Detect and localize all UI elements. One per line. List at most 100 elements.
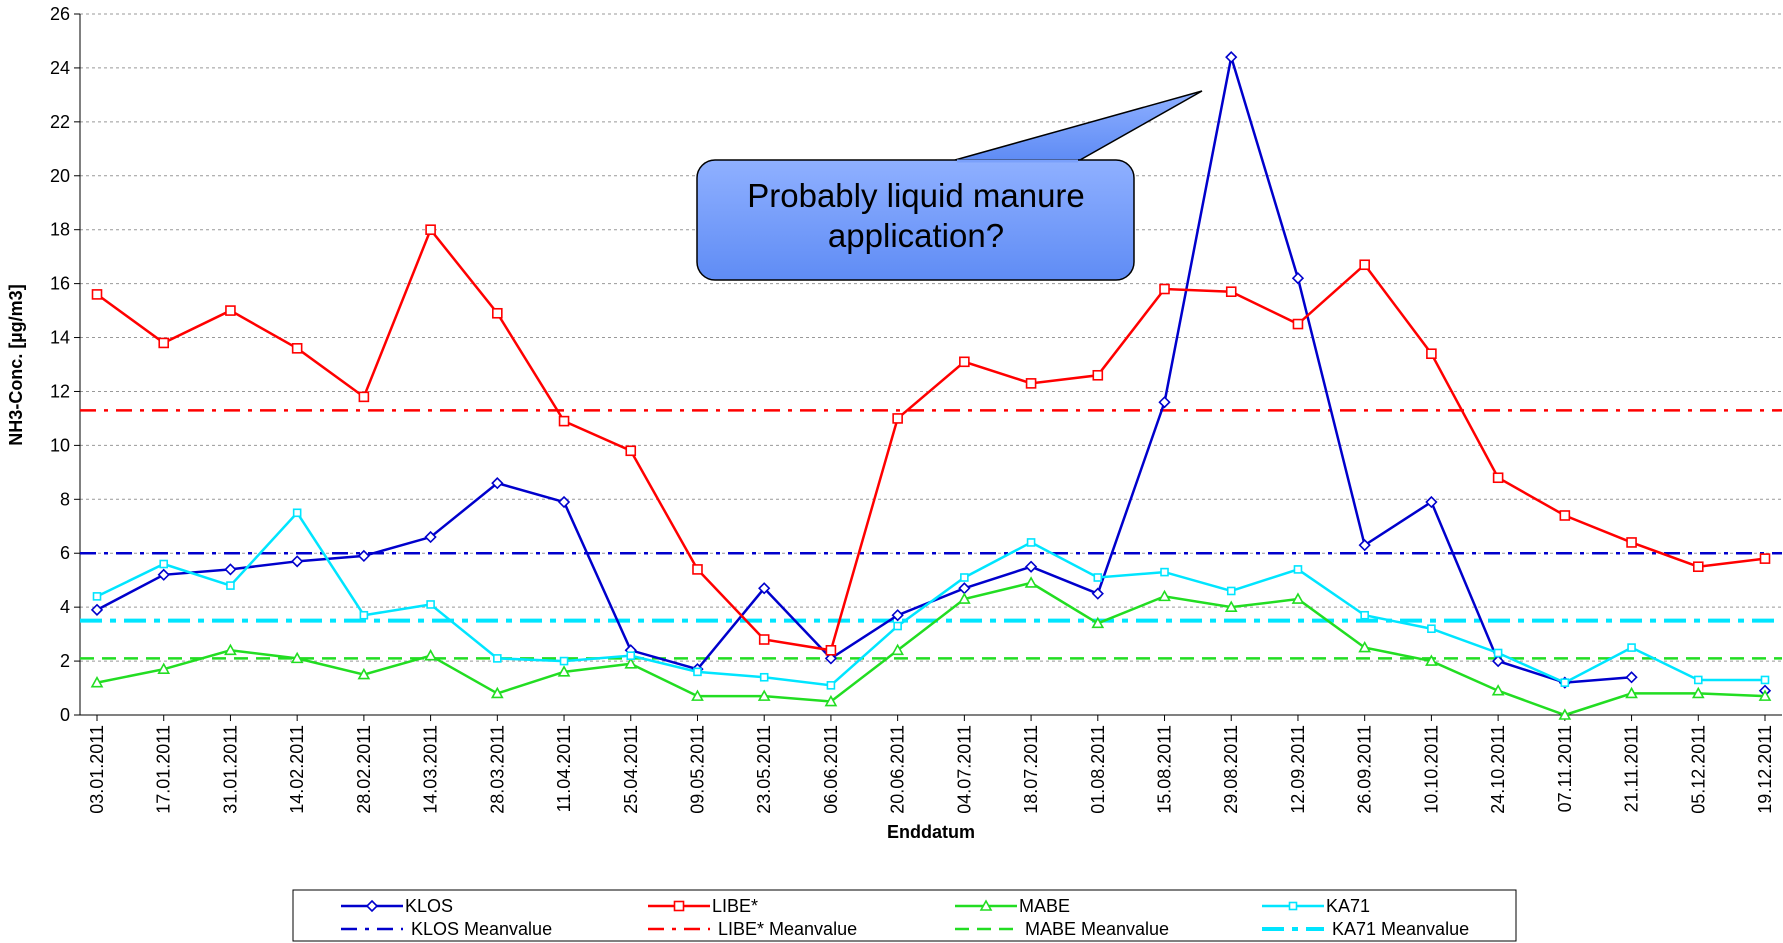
marker: [1758, 689, 1772, 701]
y-axis-title: NH3-Conc. [µg/m3]: [6, 284, 26, 445]
x-tick-label: 07.11.2011: [1555, 725, 1575, 812]
legend-label: KA71 Meanvalue: [1332, 919, 1469, 939]
marker: [490, 686, 504, 699]
x-tick-label: 11.04.2011: [554, 725, 574, 812]
x-tick-label: 19.12.2011: [1755, 725, 1775, 814]
marker: [626, 651, 636, 660]
marker: [892, 413, 903, 424]
marker: [226, 581, 235, 590]
x-tick-label: 10.10.2011: [1421, 725, 1441, 814]
marker: [357, 667, 371, 680]
y-tick-label: 22: [50, 112, 70, 132]
marker: [758, 582, 771, 595]
marker: [825, 644, 837, 656]
marker: [91, 289, 103, 300]
marker: [824, 694, 838, 707]
marker: [1091, 616, 1105, 629]
y-tick-label: 24: [50, 58, 70, 78]
x-tick-label: 23.05.2011: [754, 725, 774, 814]
legend-label: LIBE* Meanvalue: [718, 919, 857, 939]
marker: [492, 307, 503, 319]
marker: [1427, 624, 1436, 634]
marker: [1492, 472, 1504, 484]
marker: [1693, 675, 1703, 685]
x-tick-label: 06.06.2011: [821, 725, 841, 814]
legend-label: KA71: [1326, 896, 1370, 916]
marker: [692, 564, 703, 575]
y-tick-label: 8: [60, 489, 70, 509]
marker: [292, 508, 302, 518]
x-tick-label: 14.02.2011: [287, 725, 307, 814]
marker: [759, 672, 769, 682]
marker: [826, 681, 836, 690]
marker: [1625, 671, 1638, 684]
marker: [1224, 600, 1238, 612]
marker: [673, 900, 685, 912]
marker: [1158, 396, 1171, 409]
y-tick-label: 12: [50, 381, 70, 401]
marker: [1426, 348, 1437, 360]
callout: [954, 90, 1203, 161]
y-tick-label: 2: [60, 651, 70, 671]
marker: [1358, 640, 1372, 653]
marker: [891, 643, 904, 656]
marker: [1293, 565, 1303, 574]
marker: [159, 559, 169, 569]
x-tick-label: 09.05.2011: [687, 725, 707, 814]
marker: [1360, 610, 1369, 620]
marker: [1493, 648, 1503, 658]
marker: [1092, 369, 1104, 381]
series-line: [96, 581, 1766, 717]
x-tick-label: 31.01.2011: [220, 725, 240, 814]
x-tick-label: 29.08.2011: [1221, 725, 1241, 814]
y-tick-label: 20: [50, 166, 70, 186]
marker: [425, 224, 436, 235]
marker: [893, 621, 902, 631]
marker: [1025, 378, 1037, 389]
marker: [90, 675, 104, 688]
y-tick-label: 18: [50, 220, 70, 240]
marker: [960, 573, 969, 582]
y-tick-label: 0: [60, 705, 70, 725]
x-tick-label: 17.01.2011: [154, 725, 174, 814]
marker: [359, 610, 369, 620]
marker: [424, 530, 437, 544]
x-tick-label: 25.04.2011: [621, 725, 641, 814]
marker: [358, 391, 370, 403]
x-tick-label: 01.08.2011: [1088, 725, 1108, 814]
marker: [891, 609, 904, 622]
x-tick-label: 05.12.2011: [1688, 725, 1708, 814]
x-tick-label: 20.06.2011: [888, 725, 908, 814]
y-tick-label: 4: [60, 597, 70, 617]
marker: [1091, 587, 1104, 600]
series-line: [96, 510, 1765, 687]
y-tick-label: 10: [50, 435, 70, 455]
x-tick-label: 14.03.2011: [421, 725, 441, 814]
marker: [1291, 592, 1305, 604]
marker: [558, 415, 570, 427]
x-tick-label: 04.07.2011: [954, 725, 974, 814]
x-axis-title: Enddatum: [887, 822, 975, 842]
marker: [1691, 686, 1705, 699]
marker: [1024, 560, 1038, 573]
marker: [958, 592, 971, 604]
marker: [757, 689, 771, 701]
y-tick-label: 26: [50, 4, 70, 24]
marker: [691, 689, 704, 701]
marker: [290, 651, 304, 664]
marker: [291, 555, 304, 568]
x-tick-label: 15.08.2011: [1155, 725, 1175, 814]
marker: [625, 445, 637, 457]
legend-label: KLOS Meanvalue: [411, 919, 552, 939]
x-tick-label: 28.03.2011: [487, 725, 507, 814]
x-tick-label: 12.09.2011: [1288, 725, 1308, 814]
marker: [92, 592, 102, 601]
marker: [224, 643, 237, 656]
y-tick-label: 6: [60, 543, 70, 563]
marker: [1626, 537, 1637, 548]
marker: [1558, 708, 1572, 720]
marker: [1359, 259, 1370, 271]
marker: [1559, 510, 1571, 521]
